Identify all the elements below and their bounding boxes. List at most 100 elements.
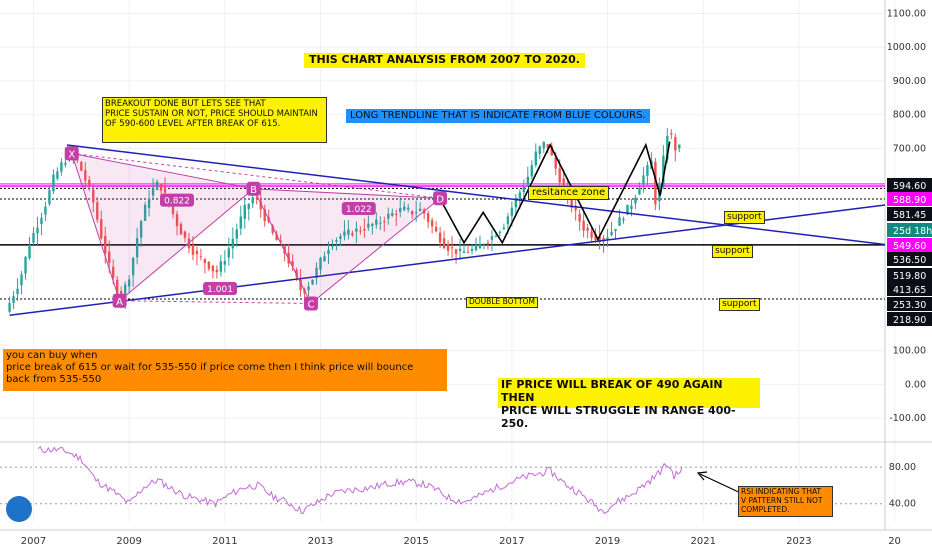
price-label-tag — [887, 192, 932, 206]
ratio-label: 1.022 — [346, 205, 372, 215]
candle-body — [104, 236, 107, 254]
candle-body — [131, 257, 135, 276]
candle-body — [395, 213, 398, 216]
candle-body — [56, 171, 59, 179]
price-label-tag — [887, 268, 932, 282]
candle-body — [434, 227, 438, 232]
candle-body — [590, 231, 593, 238]
rsi-tick-label: 40.00 — [889, 499, 916, 510]
candle-body — [634, 197, 637, 204]
candle-body — [315, 267, 318, 279]
candle-body — [490, 236, 494, 240]
break-note: IF PRICE WILL BREAK OF 490 AGAIN THEN PR… — [498, 378, 760, 430]
price-label-text: 25d 18h — [893, 226, 932, 237]
price-tick-label: 1000.00 — [887, 42, 926, 53]
candle-body — [582, 220, 585, 231]
candle-body — [606, 237, 609, 240]
candle-body — [20, 274, 23, 286]
candle-body — [151, 188, 155, 196]
price-tick-label: 0.00 — [905, 379, 926, 390]
candle-body — [207, 261, 211, 270]
candle-body — [387, 213, 390, 219]
time-tick-label: 2009 — [116, 536, 141, 547]
candle-body — [155, 181, 159, 190]
candle-body — [371, 224, 374, 227]
candle-body — [163, 187, 167, 193]
candle-body — [175, 214, 179, 227]
price-label-tag — [887, 282, 932, 296]
xd-line — [71, 152, 441, 199]
candle-body — [215, 269, 219, 273]
candle-body — [614, 228, 617, 231]
candle-body — [367, 223, 370, 228]
pattern-point-marker — [433, 191, 448, 206]
candle-body — [347, 229, 350, 235]
horizontal-levels — [0, 183, 885, 300]
pattern-point-label: D — [436, 194, 444, 205]
candle-body — [550, 146, 553, 156]
candle-body — [470, 248, 474, 252]
price-tick-label: 700.00 — [893, 143, 926, 154]
breakout-note: BREAKOUT DONE BUT LETS SEE THAT PRICE SU… — [102, 97, 327, 143]
candle-body — [498, 231, 502, 233]
price-tick-label: 100.00 — [893, 346, 926, 357]
price-tick-label: 1100.00 — [887, 8, 926, 19]
candle-body — [255, 197, 258, 199]
candle-body — [295, 269, 298, 277]
price-label-text: 413.65 — [893, 285, 926, 296]
candle-body — [598, 236, 601, 243]
ratio-label: 0.822 — [164, 197, 190, 207]
candle-body — [510, 207, 514, 216]
candle-body — [494, 236, 498, 238]
candle-body — [275, 234, 278, 241]
candle-body — [343, 231, 346, 237]
candle-body — [116, 279, 119, 296]
candle-body — [642, 175, 645, 185]
candle-body — [407, 207, 410, 210]
candle-body — [219, 261, 223, 272]
candle-body — [542, 141, 545, 149]
candle-body — [502, 227, 506, 229]
candle-body — [263, 209, 266, 222]
candle-body — [526, 176, 530, 185]
time-tick-label: 2015 — [403, 536, 428, 547]
candle-body — [462, 251, 466, 253]
candle-body — [478, 244, 482, 249]
time-tick-label: 2013 — [308, 536, 333, 547]
candle-body — [36, 227, 39, 234]
candle-body — [108, 251, 111, 263]
candle-body — [12, 296, 15, 303]
candle-body — [239, 216, 242, 229]
candle-body — [530, 165, 533, 177]
candle-body — [203, 259, 207, 264]
candle-body — [426, 213, 430, 222]
support-label-1: support — [724, 211, 765, 224]
candle-body — [514, 198, 518, 208]
time-tick-label: 2023 — [786, 536, 811, 547]
buy-note: you can buy when price break of 615 or w… — [3, 349, 447, 391]
candle-body — [375, 219, 378, 225]
candle-body — [127, 279, 131, 287]
candle-body — [307, 286, 310, 290]
pattern-point-label: X — [68, 149, 75, 160]
candle-body — [44, 206, 47, 215]
candle-body — [291, 261, 294, 267]
candle-body — [670, 133, 673, 135]
axes: 2007 2009 2011 2013 2015 2017 2019 2021 2023 20 11… — [21, 8, 932, 547]
resistance-zone-band — [0, 183, 885, 186]
candle-body — [339, 236, 342, 239]
title-note: THIS CHART ANALYSIS FROM 2007 TO 2020. — [304, 53, 585, 68]
tradingview-logo-icon[interactable] — [6, 496, 32, 522]
candle-body — [112, 266, 115, 278]
candle-body — [24, 256, 27, 274]
candle-body — [92, 189, 95, 203]
candle-body — [379, 222, 382, 224]
candle-body — [80, 161, 83, 171]
price-label-text: 519.80 — [893, 271, 926, 282]
price-label-text: 218.90 — [893, 315, 926, 326]
candle-body — [259, 200, 262, 210]
pattern-point-label: B — [250, 185, 257, 196]
candle-body — [458, 248, 462, 252]
candle-body — [534, 151, 537, 166]
